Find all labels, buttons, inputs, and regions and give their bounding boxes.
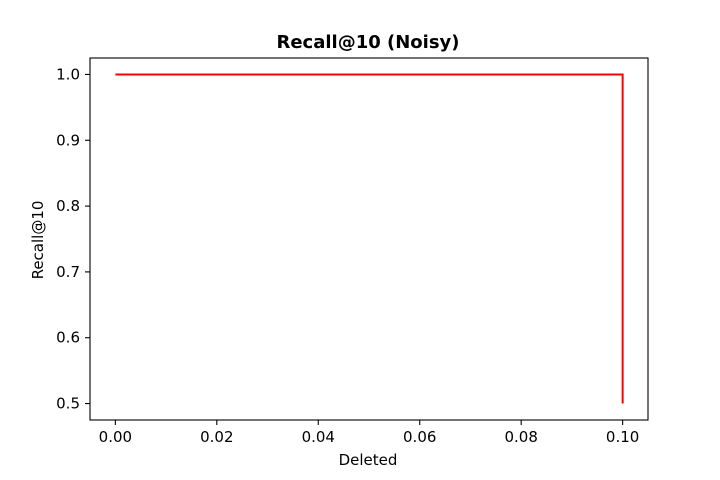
series-layer bbox=[115, 73, 624, 404]
y-tick-label: 0.5 bbox=[56, 395, 80, 413]
x-tick-label: 0.06 bbox=[403, 428, 436, 446]
x-axis-label: Deleted bbox=[339, 451, 398, 469]
y-tick-label: 0.6 bbox=[56, 329, 80, 347]
chart-title: Recall@10 (Noisy) bbox=[276, 32, 459, 53]
x-tick-label: 0.02 bbox=[200, 428, 233, 446]
y-tick-label: 0.8 bbox=[56, 197, 80, 215]
ticks-layer: 0.00 0.02 0.04 0.06 0.08 0.10 0.5 0.6 0.7 0.8 0.9 1… bbox=[56, 65, 639, 446]
y-tick-label: 0.7 bbox=[56, 263, 80, 281]
plot-frame bbox=[89, 57, 649, 421]
y-tick-label: 0.9 bbox=[56, 131, 80, 149]
series-line-0 bbox=[115, 73, 624, 404]
x-tick-label: 0.08 bbox=[504, 428, 537, 446]
x-tick-label: 0.00 bbox=[99, 428, 132, 446]
y-axis-label: Recall@10 bbox=[29, 201, 47, 280]
x-tick-label: 0.10 bbox=[606, 428, 639, 446]
x-tick-label: 0.04 bbox=[302, 428, 335, 446]
y-tick-label: 1.0 bbox=[56, 65, 80, 83]
